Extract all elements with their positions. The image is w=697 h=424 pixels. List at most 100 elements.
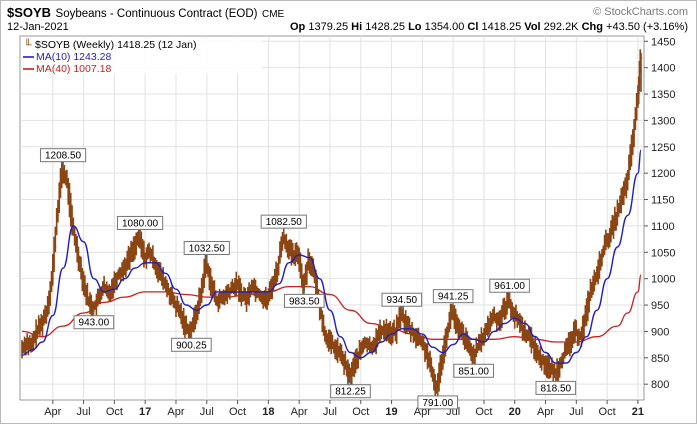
annotation-box <box>171 337 212 352</box>
x-tick-label: Oct <box>475 406 492 418</box>
annotation-label: 851.00 <box>458 366 489 377</box>
annotation-label: 961.00 <box>494 281 525 292</box>
y-tick-label: 1350 <box>651 89 675 101</box>
price-annotation: 1208.50 <box>39 148 87 169</box>
annotation-label: 791.00 <box>422 398 453 409</box>
y-tick-label: 800 <box>651 379 669 391</box>
x-tick-label: Oct <box>599 406 616 418</box>
price-annotation: 818.50 <box>535 374 577 395</box>
symbol-label: $SOYB <box>7 5 52 20</box>
y-tick-label: 1050 <box>651 247 675 259</box>
brand-watermark: © StockCharts.com <box>593 6 688 18</box>
close-value: 1418.25 <box>481 21 522 33</box>
annotation-label: 1208.50 <box>45 151 82 162</box>
x-tick-label: 21 <box>632 406 644 418</box>
y-tick-label: 1250 <box>651 142 675 154</box>
y-tick-label: 1000 <box>651 274 675 286</box>
legend: ╙ $SOYB (Weekly) 1418.25 (12 Jan) MA(10)… <box>22 38 262 75</box>
x-tick-label: Apr <box>291 406 308 418</box>
annotation-label: 943.00 <box>79 318 110 329</box>
price-annotation: 791.00 <box>417 388 459 410</box>
annotation-box <box>330 384 371 399</box>
annotation-box <box>283 293 325 308</box>
price-annotation: 812.25 <box>330 377 371 399</box>
annotation-box <box>116 215 164 230</box>
annotation-label: 941.25 <box>438 292 469 303</box>
annotation-box <box>39 148 87 163</box>
price-annotation: 961.00 <box>489 278 530 300</box>
x-tick-label: Jul <box>77 406 91 418</box>
x-tick-label: Apr <box>537 406 554 418</box>
low-label: Lo <box>408 21 422 33</box>
y-tick-label: 950 <box>651 300 669 312</box>
price-annotation: 1032.50 <box>183 241 230 262</box>
y-tick-label: 900 <box>651 326 669 338</box>
annotation-box <box>432 289 474 304</box>
annotation-box <box>260 214 307 229</box>
price-annotation: 1082.50 <box>260 214 307 236</box>
x-tick-label: Jul <box>200 406 214 418</box>
y-tick-label: 1400 <box>651 63 675 75</box>
price-annotation: 941.25 <box>432 289 474 310</box>
price-annotation: 851.00 <box>453 357 494 378</box>
annotation-box <box>417 395 459 410</box>
price-bars <box>21 49 643 398</box>
y-tick-label: 850 <box>651 353 669 365</box>
x-axis-ticks: Apr Jul Oct 17 Apr Jul Oct 18 Apr Jul Oct 19 Apr Jul O… <box>44 400 644 418</box>
x-tick-label: Oct <box>106 406 123 418</box>
y-tick-label: 1300 <box>651 115 675 127</box>
x-tick-label: Oct <box>229 406 246 418</box>
annotation-box <box>381 292 423 307</box>
legend-ma10: MA(10) 1243.28 <box>36 51 111 63</box>
high-value: 1428.25 <box>365 21 405 33</box>
price-annotations: 1208.50 943.00 1080.00 900.25 1032.50 1082.50… <box>39 148 577 410</box>
annotation-box <box>183 241 230 256</box>
y-tick-label: 1150 <box>651 195 675 207</box>
chart-header: $SOYB Soybeans - Continuous Contract (EO… <box>7 4 688 34</box>
annotation-label: 1080.00 <box>122 218 159 229</box>
annotation-label: 983.50 <box>289 296 320 307</box>
price-annotation: 900.25 <box>171 331 212 352</box>
y-tick-label: 1200 <box>651 168 675 180</box>
y-axis-ticks: 800 850 900 950 1000 1050 1100 1150 1200 1250 1300… <box>644 36 675 391</box>
annotation-label: 1032.50 <box>189 244 226 255</box>
x-tick-label: Jul <box>323 406 337 418</box>
close-label: Cl <box>467 21 479 33</box>
quote-date: 12-Jan-2021 <box>7 21 69 33</box>
ma10-line <box>21 149 642 364</box>
chg-label: Chg <box>581 21 603 33</box>
x-tick-label: 18 <box>262 406 274 418</box>
x-tick-label: 17 <box>139 406 151 418</box>
quote-summary: Op 1379.25 Hi 1428.25 Lo 1354.00 Cl 1418… <box>290 21 688 33</box>
y-tick-label: 1100 <box>651 221 675 233</box>
x-tick-label: Apr <box>167 406 184 418</box>
x-tick-label: 19 <box>385 406 397 418</box>
annotation-box <box>535 380 577 395</box>
annotation-box <box>73 315 115 330</box>
legend-background <box>22 38 262 74</box>
price-annotation: 943.00 <box>73 308 115 330</box>
annotation-label: 934.50 <box>387 295 418 306</box>
open-label: Op <box>290 21 306 33</box>
vol-label: Vol <box>524 21 541 33</box>
annotation-label: 1082.50 <box>266 217 303 228</box>
low-value: 1354.00 <box>424 21 465 33</box>
chart-title: Soybeans - Continuous Contract (EOD) <box>55 8 258 20</box>
vol-value: 292.2K <box>543 21 579 33</box>
x-tick-label: 20 <box>509 406 521 418</box>
price-annotation: 1080.00 <box>116 215 164 237</box>
annotation-label: 818.50 <box>541 383 572 394</box>
price-annotation: 983.50 <box>283 287 325 308</box>
legend-ma40: MA(40) 1007.18 <box>36 63 111 75</box>
legend-bars-icon: ╙ <box>24 38 32 51</box>
x-tick-label: Oct <box>352 406 369 418</box>
high-label: Hi <box>351 21 363 33</box>
x-tick-label: Apr <box>44 406 61 418</box>
annotation-label: 900.25 <box>176 340 207 351</box>
x-tick-label: Jul <box>569 406 583 418</box>
y-tick-label: 1450 <box>651 36 675 48</box>
chg-value: +43.50 (+3.16%) <box>606 21 688 33</box>
annotation-box <box>489 278 530 293</box>
